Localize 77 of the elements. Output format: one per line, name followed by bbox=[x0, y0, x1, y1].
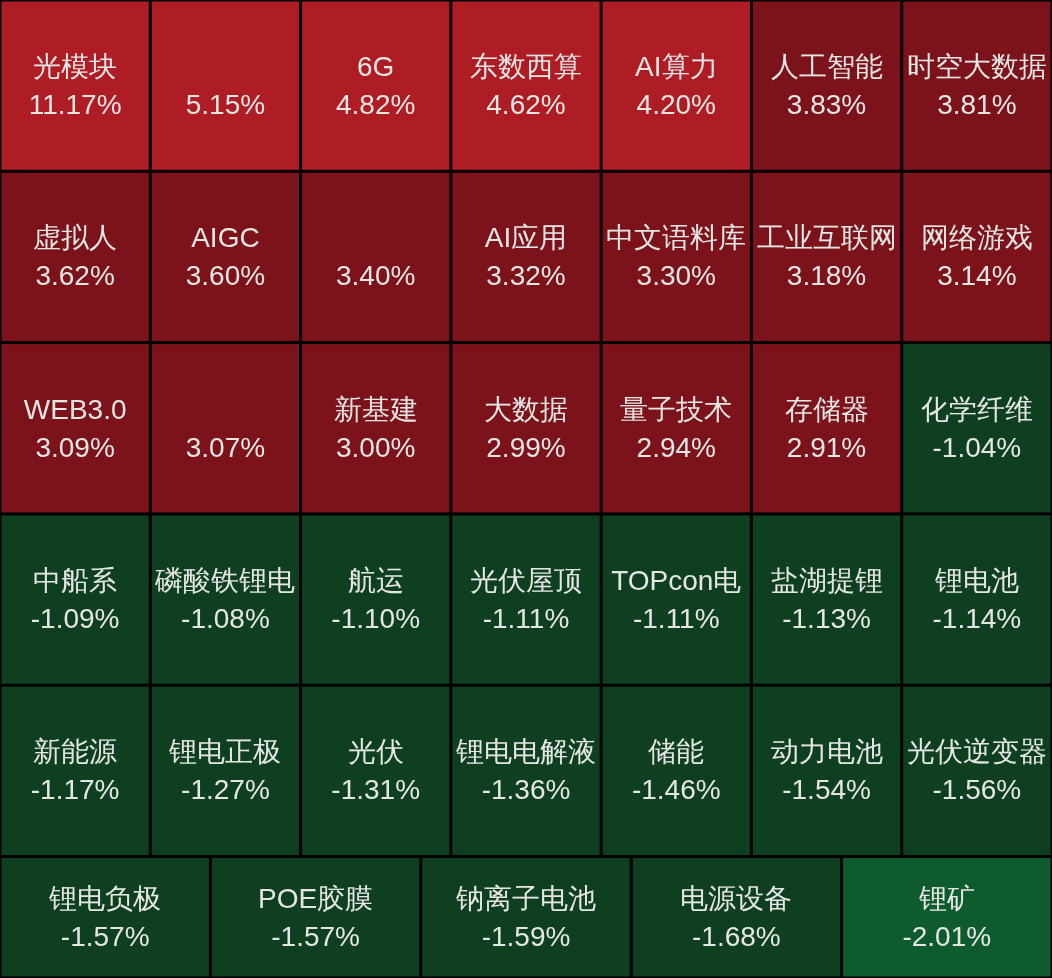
category-label: 盐湖提锂 bbox=[770, 565, 883, 597]
category-label: 化学纤维 bbox=[920, 393, 1033, 425]
value-label: -1.46% bbox=[631, 774, 721, 806]
category-label: 锂电正极 bbox=[168, 736, 282, 768]
category-label: 6G bbox=[357, 51, 395, 83]
value-label: 3.40% bbox=[336, 260, 416, 292]
category-label: 新能源 bbox=[33, 736, 118, 768]
value-label: 3.81% bbox=[937, 89, 1017, 121]
value-label: 3.07% bbox=[185, 431, 266, 463]
category-label: 光伏 bbox=[347, 736, 404, 768]
category-label: 大数据 bbox=[484, 393, 568, 425]
category-label: 航运 bbox=[347, 565, 404, 597]
category-label: 中文语料库 bbox=[606, 222, 747, 254]
category-label: 东数西算 bbox=[470, 51, 582, 83]
value-label: 3.09% bbox=[35, 431, 115, 463]
value-label: -1.10% bbox=[331, 603, 421, 635]
category-label: AI应用 bbox=[484, 222, 568, 254]
value-label: 3.30% bbox=[636, 260, 716, 292]
category-label: 储能 bbox=[648, 736, 705, 768]
category-label: 锂电负极 bbox=[48, 882, 162, 914]
category-label: 锂矿 bbox=[917, 882, 975, 914]
category-label: AI算力 bbox=[635, 51, 718, 83]
category-label: 中船系 bbox=[33, 565, 118, 597]
category-label: TOPcon电 bbox=[611, 565, 742, 597]
category-label: 量子技术 bbox=[620, 393, 733, 425]
category-label: 工业互联网 bbox=[756, 222, 897, 254]
category-label: WEB3.0 bbox=[23, 393, 127, 425]
value-label: -1.31% bbox=[331, 774, 421, 806]
value-label: 2.91% bbox=[786, 431, 867, 463]
value-label: -2.01% bbox=[902, 920, 992, 952]
category-label: 虚拟人 bbox=[33, 222, 118, 254]
category-label: 网络游戏 bbox=[920, 222, 1033, 254]
value-label: 3.32% bbox=[486, 260, 566, 292]
value-label: -1.57% bbox=[271, 920, 360, 952]
value-label: -1.56% bbox=[932, 774, 1022, 806]
value-label: 3.14% bbox=[937, 260, 1017, 292]
value-label: 4.62% bbox=[486, 89, 566, 121]
value-label: 3.83% bbox=[786, 89, 867, 121]
value-label: -1.59% bbox=[481, 920, 571, 952]
value-label: -1.09% bbox=[30, 603, 120, 635]
value-label: 2.99% bbox=[486, 431, 566, 463]
value-label: 3.00% bbox=[336, 431, 416, 463]
category-label: 存储器 bbox=[784, 393, 869, 425]
value-label: 3.62% bbox=[35, 260, 115, 292]
value-label: -1.57% bbox=[60, 920, 150, 952]
value-label: -1.08% bbox=[181, 603, 270, 635]
category-label: 人工智能 bbox=[770, 51, 883, 83]
category-label: 时空大数据 bbox=[906, 51, 1047, 83]
value-label: -1.68% bbox=[692, 920, 781, 952]
value-label: 2.94% bbox=[636, 431, 716, 463]
value-label: 4.20% bbox=[636, 89, 716, 121]
category-label: POE胶膜 bbox=[258, 882, 374, 914]
category-label: 新基建 bbox=[333, 393, 418, 425]
category-label: 钠离子电池 bbox=[455, 882, 596, 914]
value-label: -1.54% bbox=[782, 774, 871, 806]
category-label: AIGC bbox=[191, 222, 260, 254]
value-label: -1.14% bbox=[932, 603, 1022, 635]
value-label: -1.13% bbox=[782, 603, 871, 635]
category-label: 锂电池 bbox=[933, 565, 1019, 597]
category-label: 光模块 bbox=[33, 51, 118, 83]
value-label: -1.27% bbox=[181, 774, 270, 806]
category-label: 锂电电解液 bbox=[455, 736, 596, 768]
category-label: 光伏屋顶 bbox=[470, 565, 582, 597]
category-label: 磷酸铁锂电 bbox=[154, 565, 296, 597]
value-label: -1.36% bbox=[481, 774, 571, 806]
value-label: 5.15% bbox=[185, 89, 266, 121]
value-label: -1.11% bbox=[632, 603, 720, 635]
value-label: 3.18% bbox=[786, 260, 867, 292]
value-label: 3.60% bbox=[185, 260, 266, 292]
value-label: -1.04% bbox=[932, 431, 1022, 463]
category-label: 动力电池 bbox=[770, 736, 883, 768]
value-label: 4.82% bbox=[336, 89, 416, 121]
category-label: 电源设备 bbox=[680, 882, 793, 914]
value-label: -1.17% bbox=[30, 774, 120, 806]
value-label: -1.11% bbox=[482, 603, 570, 635]
value-label: 11.17% bbox=[28, 89, 122, 121]
category-label: 光伏逆变器 bbox=[906, 736, 1047, 768]
